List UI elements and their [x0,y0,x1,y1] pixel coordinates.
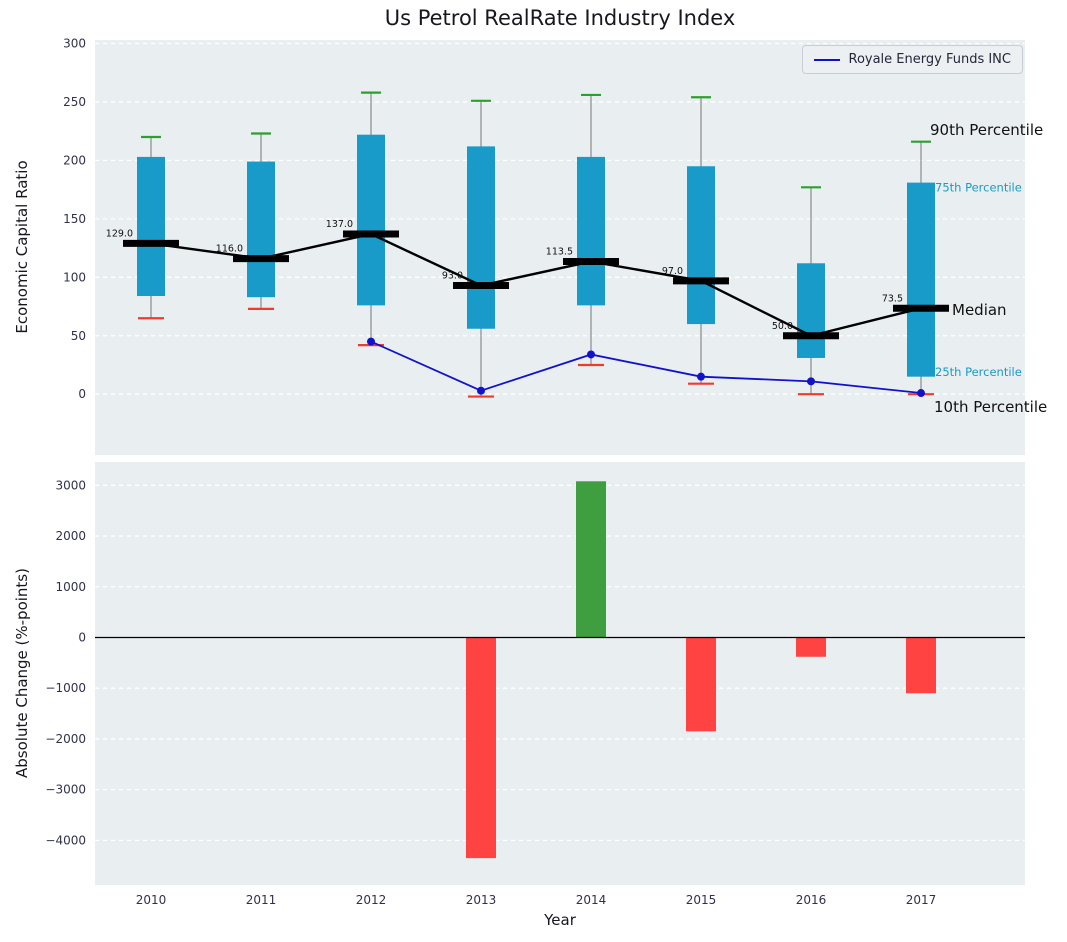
bottom-y-tick-label: 1000 [55,580,86,594]
bottom-y-tick-label: 0 [78,630,86,644]
x-tick-label: 2017 [906,893,937,907]
top-y-tick-label: 250 [63,95,86,109]
top-y-axis-label: Economic Capital Ratio [13,160,31,334]
company-series-point [587,350,595,359]
bottom-y-tick-label: 3000 [55,478,86,492]
x-tick-label: 2016 [796,893,827,907]
legend-line-sample [813,58,840,61]
company-series-point [477,386,485,395]
bottom-y-tick-label: −4000 [45,833,86,847]
box-iqr [687,166,715,325]
box-iqr [247,161,275,298]
percentile-annotation: 75th Percentile [935,180,1022,194]
bottom-y-tick-label: 2000 [55,529,86,543]
bottom-y-tick-label: −2000 [45,732,86,746]
median-value-label: 93.0 [442,270,463,281]
top-y-tick-label: 300 [63,37,86,51]
top-y-tick-label: 50 [71,329,86,343]
bottom-panel-background [95,462,1025,885]
x-tick-label: 2013 [466,893,497,907]
median-value-label: 73.5 [882,293,903,304]
percentile-annotation: 25th Percentile [935,365,1022,379]
median-value-label: 129.0 [106,228,133,239]
legend-label: Royale Energy Funds INC [848,52,1012,67]
top-y-tick-label: 100 [63,270,86,284]
top-y-tick-label: 0 [78,387,86,401]
percentile-annotation: Median [952,301,1007,319]
box-iqr [137,156,165,297]
top-y-tick-label: 150 [63,212,86,226]
change-bar [576,481,606,638]
percentile-annotation: 90th Percentile [930,121,1043,139]
legend: Royale Energy Funds INC [801,45,1023,74]
median-value-label: 113.5 [546,247,573,258]
median-value-label: 97.0 [662,266,683,277]
median-value-label: 137.0 [326,219,353,230]
bottom-y-tick-label: −3000 [45,783,86,797]
bottom-y-tick-label: −1000 [45,681,86,695]
company-series-point [917,389,925,398]
x-axis-label: Year [544,911,576,929]
bottom-y-axis-label: Absolute Change (%-points) [13,568,31,778]
box-iqr [467,146,495,329]
median-line [150,232,922,338]
median-value-label: 50.0 [772,321,793,332]
box-iqr [577,156,605,306]
company-series-line [370,340,922,394]
chart-title: Us Petrol RealRate Industry Index [384,6,736,30]
x-tick-label: 2011 [246,893,277,907]
percentile-annotation: 10th Percentile [934,398,1047,416]
box-iqr [357,134,385,306]
x-tick-label: 2015 [686,893,717,907]
company-series-point [697,372,705,381]
change-bar [906,637,936,694]
change-bar [466,637,496,859]
median-value-label: 116.0 [216,244,243,255]
company-series-point [807,377,815,386]
change-bar [796,637,826,657]
x-tick-label: 2010 [136,893,167,907]
company-series-point [367,337,375,346]
top-y-tick-label: 200 [63,153,86,167]
box-iqr [797,263,825,358]
x-tick-label: 2012 [356,893,387,907]
change-bar [686,637,716,732]
box-iqr [907,182,935,377]
x-tick-label: 2014 [576,893,607,907]
